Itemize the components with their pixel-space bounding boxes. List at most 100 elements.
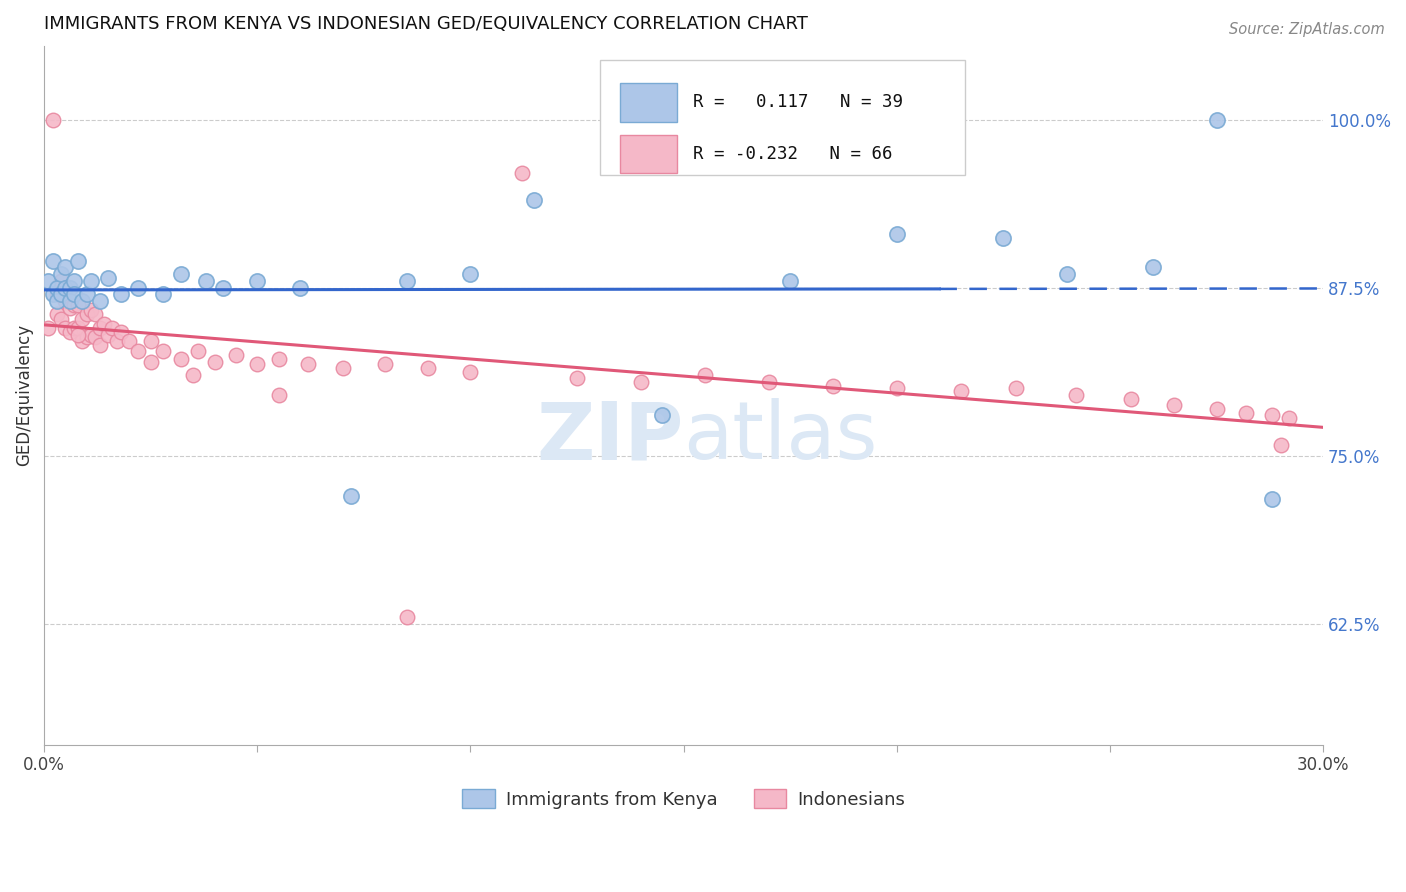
Point (1056, 267, 1078, 281)
Point (45, 287, 67, 301)
Point (693, 368, 716, 382)
Point (89, 321, 111, 335)
Point (51, 274, 73, 288)
Point (1163, 398, 1185, 412)
Point (45, 280, 67, 294)
Point (89, 293, 111, 308)
Point (395, 274, 418, 288)
Point (993, 231, 1015, 245)
Point (80, 303, 103, 318)
Point (105, 334, 128, 349)
Point (72, 334, 94, 349)
Point (169, 267, 191, 281)
Point (1005, 381, 1028, 395)
Point (84, 330, 107, 344)
Point (523, 193, 546, 207)
Point (67, 253, 90, 268)
Point (127, 343, 149, 358)
Point (1234, 406, 1257, 420)
Point (59, 325, 82, 339)
Point (59, 280, 82, 294)
Point (55, 293, 77, 308)
Point (204, 354, 226, 368)
Point (45, 308, 67, 322)
Point (127, 280, 149, 294)
Point (1261, 409, 1284, 423)
FancyBboxPatch shape (600, 60, 965, 175)
Point (84, 308, 107, 322)
Point (41, 112, 63, 127)
Point (76, 287, 98, 301)
Point (110, 287, 132, 301)
Text: R =   0.117   N = 39: R = 0.117 N = 39 (693, 94, 903, 112)
Point (267, 351, 290, 366)
Point (41, 287, 63, 301)
Point (51, 267, 73, 281)
Point (195, 274, 218, 288)
Text: R = -0.232   N = 66: R = -0.232 N = 66 (693, 145, 891, 163)
Point (63, 321, 86, 335)
Point (187, 343, 209, 358)
Point (93, 317, 115, 331)
Y-axis label: GED/Equivalency: GED/Equivalency (15, 324, 32, 467)
Point (169, 351, 191, 366)
Point (51, 287, 73, 301)
Point (821, 378, 844, 392)
Text: ZIP: ZIP (536, 398, 683, 476)
Point (630, 375, 652, 389)
Point (1064, 388, 1087, 402)
Point (41, 253, 63, 268)
Point (288, 280, 311, 294)
Point (139, 334, 162, 349)
Point (59, 293, 82, 308)
Point (183, 368, 205, 382)
Point (949, 384, 972, 398)
Point (63, 287, 86, 301)
Point (72, 311, 94, 326)
Bar (620, 135, 678, 173)
Point (246, 357, 269, 371)
Point (67, 298, 90, 312)
Point (55, 321, 77, 335)
Point (55, 280, 77, 294)
Point (45, 293, 67, 308)
Point (97, 271, 120, 285)
Point (63, 298, 86, 312)
Point (886, 381, 908, 395)
Point (139, 354, 162, 368)
Point (1270, 438, 1292, 452)
Point (374, 357, 396, 371)
Text: Source: ZipAtlas.com: Source: ZipAtlas.com (1229, 22, 1385, 37)
Point (212, 280, 235, 294)
Point (297, 357, 319, 371)
Point (1278, 411, 1301, 425)
Point (55, 260, 77, 275)
Point (395, 610, 418, 624)
Point (97, 327, 120, 342)
Point (416, 361, 439, 376)
Point (152, 343, 174, 358)
Point (886, 227, 908, 241)
Point (80, 327, 103, 342)
Point (1261, 491, 1284, 506)
Point (89, 338, 111, 352)
Point (1142, 260, 1164, 275)
Point (80, 274, 103, 288)
Point (118, 334, 141, 349)
Point (37, 274, 59, 288)
Point (779, 274, 801, 288)
Point (67, 327, 90, 342)
Point (67, 321, 90, 335)
Point (37, 321, 59, 335)
Point (59, 301, 82, 315)
Point (225, 348, 247, 362)
Point (651, 409, 673, 423)
Point (246, 274, 269, 288)
Bar (620, 83, 678, 121)
Point (76, 330, 98, 344)
Text: atlas: atlas (683, 398, 877, 476)
Point (1205, 401, 1227, 416)
Point (510, 166, 533, 180)
Point (72, 293, 94, 308)
Point (267, 388, 290, 402)
